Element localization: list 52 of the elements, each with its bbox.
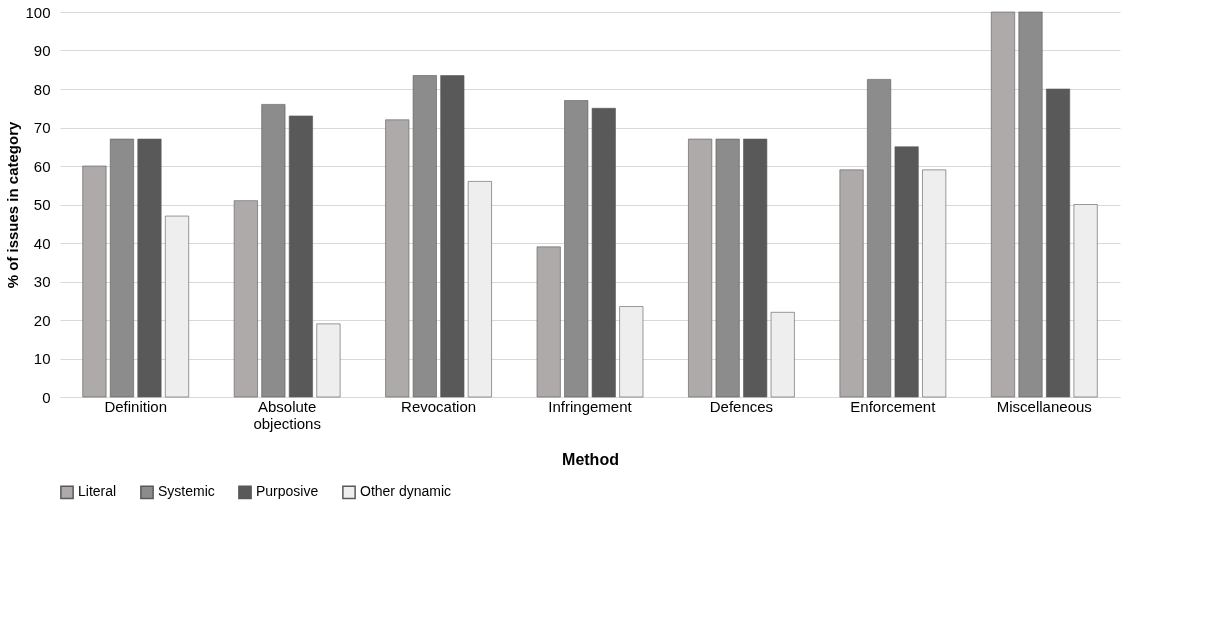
bar [922, 169, 947, 398]
bar [839, 169, 864, 398]
bar [288, 115, 313, 398]
bar [564, 100, 589, 398]
bar [316, 323, 341, 398]
bar [536, 246, 561, 398]
bar [715, 138, 740, 398]
bar [82, 165, 107, 398]
x-tick-label: Revocation [401, 397, 477, 415]
y-tick-label: 0 [42, 388, 51, 406]
bar [743, 138, 768, 398]
y-tick-label: 100 [25, 3, 51, 21]
y-tick-label: 20 [33, 311, 51, 329]
bar [233, 200, 258, 398]
y-tick-label: 80 [33, 80, 51, 98]
y-tick-label: 40 [33, 234, 51, 252]
bar [385, 119, 410, 398]
bar [440, 75, 465, 398]
bar [688, 138, 713, 398]
legend-label: Literal [78, 483, 117, 500]
bar [109, 138, 134, 398]
y-tick-label: 30 [33, 273, 51, 290]
y-tick-label: 10 [33, 350, 51, 367]
x-tick-label: Absolute objections [253, 397, 321, 432]
bar [165, 215, 190, 398]
bar [770, 312, 795, 398]
bar [412, 75, 437, 398]
x-tick-label: Enforcement [850, 397, 937, 415]
bar [1018, 11, 1043, 398]
bar [867, 79, 892, 398]
y-tick-label: 60 [33, 157, 51, 175]
bar [1046, 88, 1071, 398]
bar [619, 306, 644, 398]
bar [990, 11, 1015, 398]
bar [591, 107, 616, 398]
x-tick-label: Defences [709, 397, 774, 415]
x-tick-label: Infringement [548, 397, 633, 415]
bar [894, 146, 919, 398]
x-tick-label: Miscellaneous [996, 397, 1092, 415]
bar [467, 181, 492, 398]
bar [261, 104, 286, 398]
legend-label: Purposive [256, 483, 319, 500]
legend-label: Systemic [158, 483, 215, 500]
x-axis-title: Method [562, 450, 619, 468]
legend-label: Other dynamic [360, 483, 452, 500]
y-tick-label: 70 [33, 119, 51, 136]
bar [137, 138, 162, 398]
bar [1073, 204, 1098, 398]
x-tick-label: Definition [104, 397, 167, 415]
y-axis-title: % of issues in category [4, 120, 22, 289]
y-tick-label: 50 [33, 196, 51, 213]
y-tick-label: 90 [33, 42, 51, 59]
